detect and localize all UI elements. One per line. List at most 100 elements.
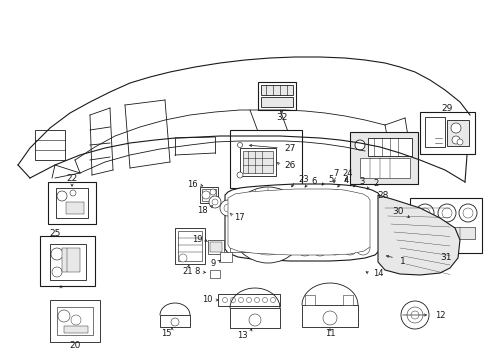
Ellipse shape [202,191,209,199]
Ellipse shape [330,218,338,226]
Ellipse shape [263,220,272,230]
Text: 14: 14 [372,270,383,279]
Ellipse shape [311,240,327,256]
Bar [446,120,468,146]
Bar [209,242,222,252]
Ellipse shape [237,143,242,148]
Text: 19: 19 [192,234,203,243]
Bar [160,315,190,327]
Ellipse shape [224,204,231,212]
Text: 8: 8 [194,267,200,276]
Bar [200,187,218,203]
Bar [229,308,280,328]
Ellipse shape [229,187,305,263]
Ellipse shape [209,189,216,195]
Bar [409,198,481,253]
Bar [261,97,292,107]
Bar [48,182,96,224]
Bar [57,307,93,335]
Ellipse shape [58,310,70,322]
Ellipse shape [51,248,63,260]
Text: 24: 24 [342,168,352,177]
Ellipse shape [57,191,67,201]
Ellipse shape [262,297,267,302]
Text: 7: 7 [333,168,338,177]
Ellipse shape [410,311,418,319]
Ellipse shape [52,267,62,277]
Ellipse shape [208,196,221,208]
Bar [229,130,302,188]
Ellipse shape [451,136,459,144]
Ellipse shape [237,172,243,178]
Bar [243,151,272,173]
Ellipse shape [179,254,186,262]
Bar [218,294,280,306]
Ellipse shape [303,190,366,254]
Bar [56,188,88,218]
Bar [261,85,292,95]
Bar [414,227,474,239]
Bar [202,189,216,201]
Bar [258,82,295,110]
Text: 29: 29 [440,104,452,113]
Text: 10: 10 [202,296,213,305]
Text: 6: 6 [310,176,316,185]
Ellipse shape [392,210,402,220]
Bar [66,202,84,214]
Bar [419,112,474,154]
Bar [64,326,88,333]
Bar [294,218,325,234]
Text: 23: 23 [297,175,308,184]
Text: 20: 20 [69,342,81,351]
Ellipse shape [230,297,235,302]
Ellipse shape [355,241,369,255]
Ellipse shape [456,139,462,145]
Ellipse shape [212,199,218,205]
Polygon shape [224,184,379,261]
Text: 17: 17 [234,212,244,221]
Ellipse shape [309,197,359,247]
Ellipse shape [246,297,251,302]
Ellipse shape [437,204,455,222]
Polygon shape [227,189,369,255]
Text: 26: 26 [284,161,295,170]
Ellipse shape [354,140,364,150]
Ellipse shape [462,208,472,218]
Bar [50,300,100,342]
Text: 15: 15 [161,329,172,338]
Ellipse shape [406,307,422,323]
Text: 18: 18 [197,206,207,215]
Ellipse shape [248,314,261,326]
Ellipse shape [392,223,402,233]
Bar [305,295,314,305]
Ellipse shape [238,195,297,255]
Text: 27: 27 [284,144,295,153]
Text: 22: 22 [66,174,78,183]
Bar [178,231,202,261]
Ellipse shape [254,297,259,302]
Bar [209,270,220,278]
Bar [229,230,258,252]
Ellipse shape [270,297,275,302]
Text: 30: 30 [392,207,403,216]
Text: 3: 3 [358,176,364,185]
Bar [35,130,65,160]
Ellipse shape [222,297,227,302]
Polygon shape [377,195,459,275]
Bar [207,240,224,254]
Ellipse shape [458,204,476,222]
Bar [50,244,86,280]
Text: 13: 13 [237,332,247,341]
Text: 28: 28 [377,190,388,199]
Text: 16: 16 [187,180,198,189]
Ellipse shape [400,301,428,329]
Ellipse shape [342,241,356,255]
Bar [175,228,204,264]
Text: 4: 4 [343,176,348,185]
Ellipse shape [70,190,76,196]
Text: 1: 1 [399,256,405,266]
Bar [229,205,258,227]
Bar [342,295,352,305]
Text: 31: 31 [439,253,451,262]
Bar [240,148,275,176]
